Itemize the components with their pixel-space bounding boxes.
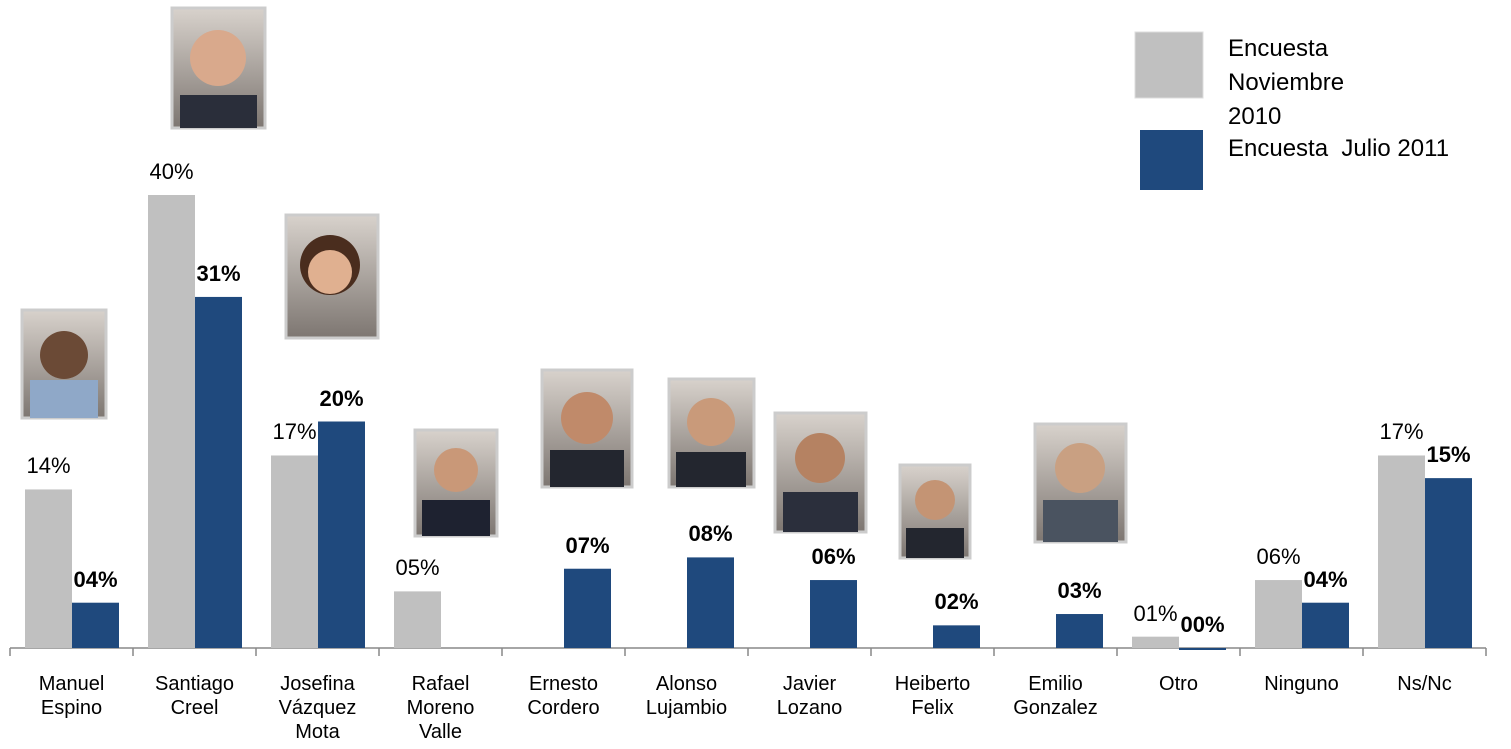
x-tick-label: Rafael Moreno Valle xyxy=(406,673,475,743)
bar xyxy=(933,625,980,648)
value-label: 40% xyxy=(149,159,194,184)
photo xyxy=(170,6,267,130)
value-label: 03% xyxy=(1057,578,1102,604)
value-label: 05% xyxy=(395,555,440,581)
value-label: 08% xyxy=(688,521,733,547)
bar xyxy=(148,195,195,648)
bar xyxy=(1132,636,1179,648)
x-tick-label: Ernesto Cordero xyxy=(527,673,600,719)
photo xyxy=(898,463,972,560)
bar xyxy=(1378,455,1425,648)
x-tick-label: Alonso Lujambio xyxy=(645,673,728,719)
value-label: 15% xyxy=(1426,442,1471,468)
value-label: 17% xyxy=(272,419,317,445)
x-tick-label: Ns/Nc xyxy=(1397,673,1452,695)
legend-swatch xyxy=(1134,31,1204,99)
bar xyxy=(1179,648,1226,650)
photo xyxy=(1033,422,1128,544)
bar xyxy=(72,602,119,648)
value-label: 31% xyxy=(196,260,241,286)
bar xyxy=(1425,478,1472,648)
photo xyxy=(540,368,634,489)
legend-label: Encuesta Julio 2011 xyxy=(1228,135,1450,162)
value-label: 14% xyxy=(26,453,71,479)
bar xyxy=(1255,580,1302,648)
value-label: 00% xyxy=(1180,612,1225,637)
bar xyxy=(687,557,734,648)
bar xyxy=(195,296,242,648)
photo xyxy=(773,411,868,534)
value-label: 07% xyxy=(565,532,610,558)
value-label: 20% xyxy=(319,385,364,411)
x-tick-label: Santiago Creel xyxy=(155,673,234,719)
value-label: 02% xyxy=(934,589,979,615)
x-tick-label: Emilio Gonzalez xyxy=(1013,673,1098,719)
photo xyxy=(667,377,756,489)
value-label: 06% xyxy=(811,544,856,570)
bar xyxy=(810,580,857,648)
x-tick-label: Heiberto Felix xyxy=(894,673,971,719)
bar xyxy=(1302,602,1349,648)
bar xyxy=(271,455,318,648)
x-tick-label: Ninguno xyxy=(1264,673,1339,695)
photos xyxy=(20,6,1128,560)
bar xyxy=(25,489,72,648)
x-tick-label: Josefina Vázquez Mota xyxy=(278,673,357,743)
bar xyxy=(318,421,365,648)
bar xyxy=(1056,614,1103,648)
photo xyxy=(284,213,380,340)
bar xyxy=(564,568,611,648)
legend-swatch xyxy=(1140,130,1203,190)
value-label: 04% xyxy=(73,566,118,592)
legend-label: Encuesta Noviembre 2010 xyxy=(1228,35,1351,130)
x-tick-label: Otro xyxy=(1159,673,1198,695)
value-label: 17% xyxy=(1379,419,1424,445)
x-tick-label: Javier Lozano xyxy=(776,673,843,719)
value-label: 04% xyxy=(1303,566,1348,592)
value-label: 06% xyxy=(1256,544,1301,570)
photo xyxy=(20,308,108,420)
photo xyxy=(413,428,499,538)
x-tick-label: Manuel Espino xyxy=(38,673,105,719)
value-label: 01% xyxy=(1133,600,1178,626)
bar xyxy=(394,591,441,648)
